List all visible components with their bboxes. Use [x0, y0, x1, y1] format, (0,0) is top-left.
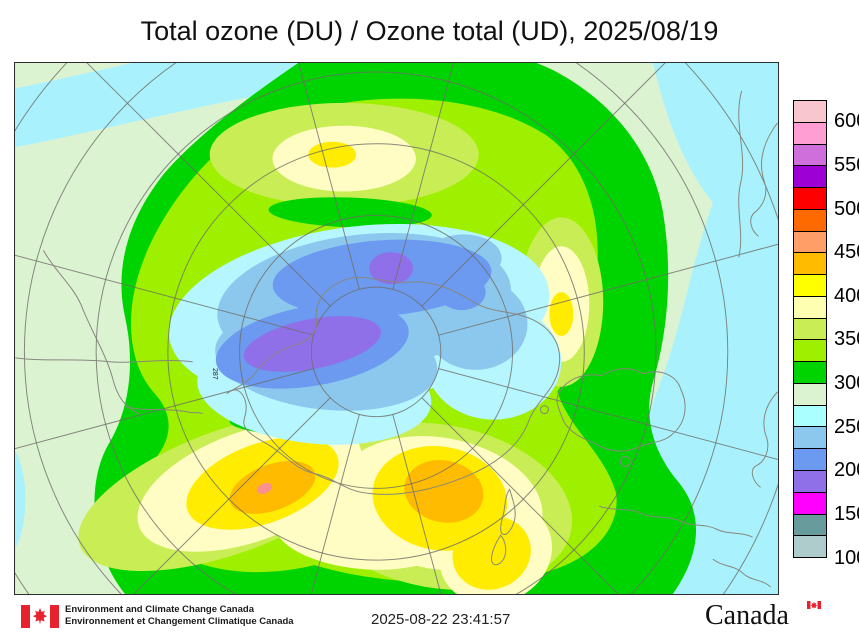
legend-tick-label: 400	[834, 284, 859, 307]
legend-swatch	[793, 143, 827, 167]
ozone-contour-plot	[15, 63, 778, 594]
meridian-lines	[15, 63, 778, 594]
legend-swatch	[793, 404, 827, 428]
footer-bar: Environment and Climate Change Canada En…	[0, 600, 859, 632]
station-value-label: 287	[211, 368, 218, 380]
legend-swatch	[793, 361, 827, 384]
legend-tick-label: 450	[834, 241, 859, 264]
legend-tick-label: 550	[834, 153, 859, 176]
contour-region-425	[229, 460, 484, 523]
legend-swatch	[793, 426, 827, 450]
legend-swatch	[793, 295, 827, 319]
contour-region-250-arcs	[15, 63, 413, 549]
legend-swatch	[793, 317, 827, 341]
coastlines	[15, 90, 778, 588]
legend-swatch	[793, 208, 827, 232]
page-title: Total ozone (DU) / Ozone total (UD), 202…	[140, 16, 719, 46]
legend-swatch	[793, 230, 827, 254]
legend-swatch	[793, 535, 827, 559]
legend-tick-label: 350	[834, 328, 859, 351]
generation-timestamp: 2025-08-22 23:41:57	[371, 611, 511, 628]
legend-swatch	[793, 187, 827, 210]
legend-swatch	[793, 252, 827, 276]
legend-swatch	[793, 165, 827, 189]
legend-tick-label: 100	[834, 546, 859, 569]
contour-region-400	[186, 141, 574, 590]
maple-leaf-icon	[33, 608, 47, 625]
legend-swatches	[793, 100, 827, 559]
legend-swatch	[793, 491, 827, 515]
latitude-circles	[15, 63, 778, 594]
legend-tick-label: 150	[834, 502, 859, 525]
canada-wordmark-text: Canada	[705, 600, 789, 631]
legend-swatch	[793, 339, 827, 363]
canada-wordmark-flag-icon	[807, 601, 821, 609]
legend-swatch	[793, 274, 827, 297]
canada-flag-logo	[21, 605, 59, 628]
legend-swatch	[793, 513, 827, 537]
ozone-scale-legend: 600 550 500 450 400 350 300 250 200 150 100	[793, 100, 859, 569]
contour-region-175	[243, 252, 413, 372]
legend-swatch	[793, 382, 827, 406]
legend-tick-label: 200	[834, 459, 859, 482]
canada-wordmark: Canada	[705, 600, 821, 632]
agency-name: Environment and Climate Change Canada En…	[65, 604, 294, 627]
legend-tick-label: 500	[834, 197, 859, 220]
agency-name-en: Environment and Climate Change Canada	[65, 604, 254, 615]
legend-swatch	[793, 470, 827, 493]
contour-region-450	[256, 482, 273, 494]
agency-name-fr: Environnement et Changement Climatique C…	[65, 615, 294, 627]
legend-swatch	[793, 448, 827, 472]
ozone-map: 287	[14, 62, 779, 595]
legend-swatch	[793, 121, 827, 145]
legend-swatch	[793, 100, 827, 123]
legend-tick-label: 300	[834, 372, 859, 395]
legend-tick-label: 600	[834, 110, 859, 133]
legend-tick-label: 250	[834, 415, 859, 438]
